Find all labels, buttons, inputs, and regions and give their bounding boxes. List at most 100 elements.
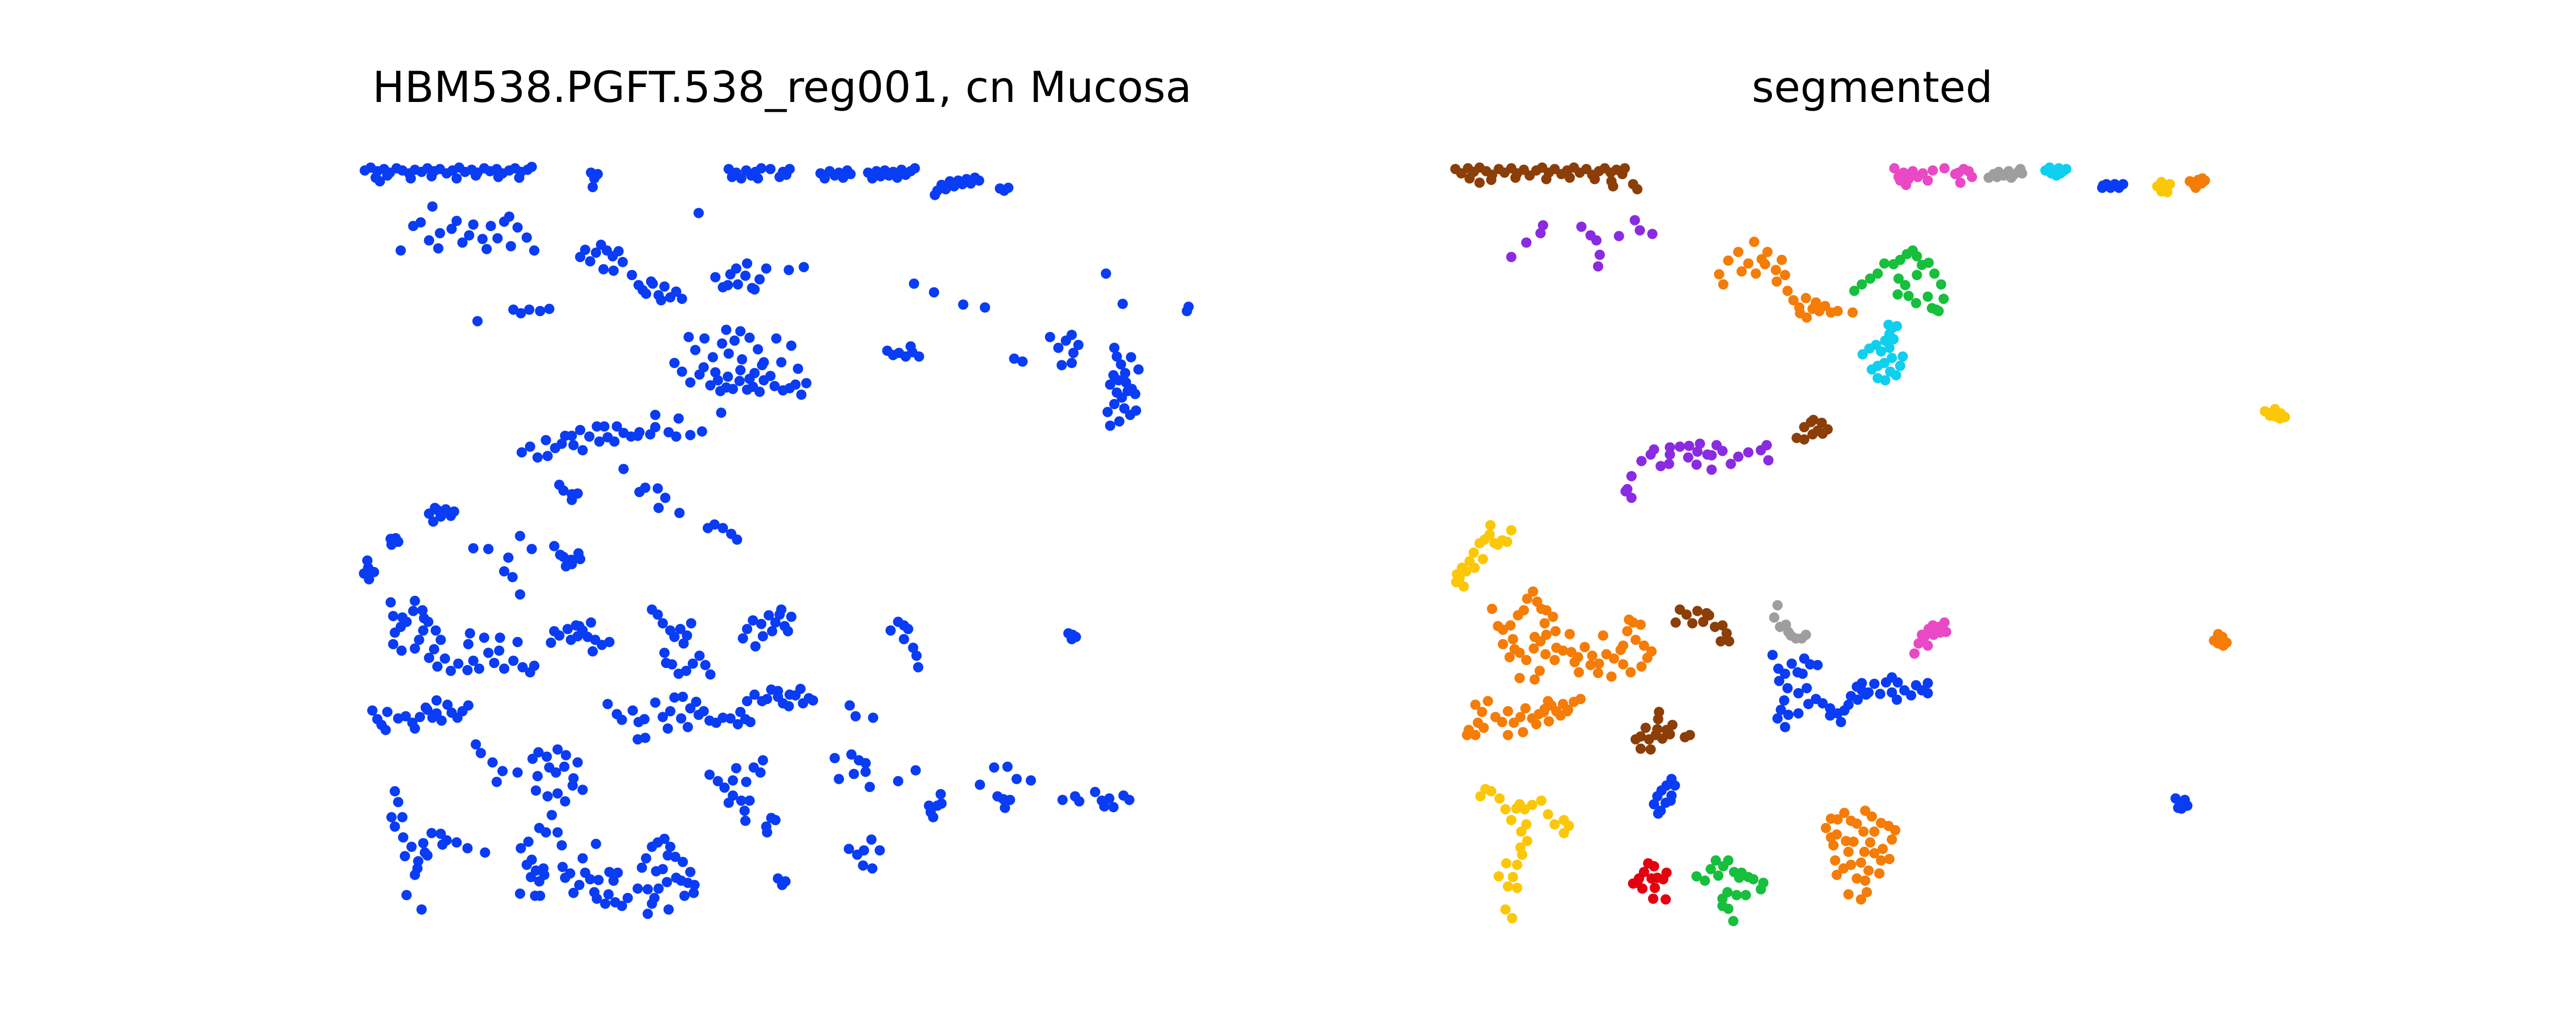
scatter-point: [735, 326, 746, 337]
scatter-point: [499, 566, 510, 577]
scatter-point: [1665, 795, 1676, 806]
scatter-point: [1929, 268, 1940, 279]
scatter-point: [1922, 688, 1933, 698]
scatter-point: [514, 173, 524, 183]
scatter-point: [1786, 630, 1797, 641]
scatter-point: [1848, 836, 1859, 847]
scatter-point: [538, 863, 549, 874]
scatter-point: [470, 739, 481, 750]
scatter-point: [1486, 786, 1497, 797]
scatter-point: [1860, 876, 1871, 886]
scatter-point: [517, 662, 528, 673]
scatter-point: [1606, 671, 1617, 682]
scatter-point: [485, 220, 496, 231]
scatter-point: [542, 451, 553, 461]
scatter-point: [1869, 826, 1880, 837]
scatter-point: [591, 421, 602, 432]
scatter-point: [1522, 593, 1533, 604]
scatter-point: [1911, 270, 1922, 280]
scatter-point: [410, 643, 420, 654]
scatter-point: [382, 170, 393, 181]
scatter-point: [653, 883, 664, 894]
scatter-series-8: [1506, 215, 1774, 503]
scatter-point: [2162, 187, 2173, 197]
scatter-point: [1649, 861, 1659, 871]
scatter-point: [665, 842, 675, 852]
scatter-point: [1743, 447, 1754, 458]
scatter-point: [481, 244, 492, 254]
scatter-point: [410, 723, 420, 734]
scatter-point: [430, 625, 441, 636]
scatter-point: [636, 862, 647, 873]
scatter-point: [1808, 415, 1819, 425]
scatter-point: [587, 646, 598, 657]
scatter-point: [1652, 724, 1663, 734]
scatter-point: [808, 695, 818, 706]
scatter-point: [910, 765, 921, 776]
scatter-point: [1895, 254, 1906, 265]
scatter-point: [1880, 375, 1891, 386]
scatter-point: [489, 658, 500, 668]
scatter-point: [1653, 808, 1664, 819]
scatter-point: [1849, 285, 1860, 296]
scatter-point: [989, 762, 999, 773]
scatter-point: [617, 714, 628, 725]
scatter-point: [594, 436, 605, 447]
scatter-point: [1922, 678, 1933, 689]
scatter-point: [1852, 818, 1862, 829]
scatter-point: [1691, 459, 1702, 470]
scatter-point: [1860, 805, 1871, 816]
scatter-point: [426, 828, 437, 838]
scatter-point: [476, 748, 486, 759]
scatter-point: [1887, 834, 1897, 845]
scatter-series-9: [1691, 245, 1949, 926]
scatter-point: [474, 663, 484, 674]
scatter-point: [512, 637, 523, 647]
scatter-point: [562, 624, 573, 634]
scatter-point: [1801, 683, 1812, 694]
scatter-point: [1518, 605, 1529, 615]
scatter-point: [2055, 168, 2066, 179]
scatter-point: [694, 369, 705, 380]
scatter-point: [1772, 600, 1783, 611]
scatter-point: [632, 734, 643, 745]
scatter-point: [418, 838, 429, 849]
scatter-point: [860, 758, 871, 768]
scatter-point: [674, 508, 685, 518]
scatter-point: [1803, 699, 1814, 709]
scatter-point: [1632, 184, 1642, 195]
scatter-series-5: [1649, 179, 2193, 819]
scatter-point: [691, 696, 702, 707]
scatter-point: [1009, 353, 1020, 364]
scatter-point: [516, 843, 526, 853]
scatter-point: [679, 890, 690, 901]
scatter-point: [1909, 648, 1920, 659]
scatter-point: [663, 427, 674, 438]
scatter-point: [677, 856, 688, 867]
scatter-point: [1893, 273, 1904, 284]
scatter-point: [587, 182, 598, 193]
scatter-point: [423, 653, 434, 663]
scatter-point: [396, 645, 407, 656]
scatter-point: [646, 276, 656, 287]
scatter-point: [652, 483, 663, 494]
scatter-point: [2213, 638, 2224, 649]
scatter-point: [776, 604, 787, 615]
scatter-point: [1591, 235, 1602, 246]
scatter-point: [796, 389, 807, 400]
scatter-point: [2173, 802, 2183, 813]
scatter-point: [1643, 734, 1654, 745]
scatter-point: [589, 887, 600, 898]
scatter-point: [1529, 643, 1539, 654]
scatter-point: [1650, 883, 1660, 893]
scatter-point: [1053, 342, 1064, 353]
scatter-point: [1858, 826, 1869, 837]
scatter-point: [685, 430, 696, 440]
scatter-point: [497, 766, 508, 777]
scatter-point: [673, 413, 684, 424]
scatter-point: [846, 749, 857, 760]
scatter-point: [1502, 730, 1513, 741]
scatter-point: [1807, 429, 1818, 440]
scatter-series-4: [1857, 162, 2072, 386]
